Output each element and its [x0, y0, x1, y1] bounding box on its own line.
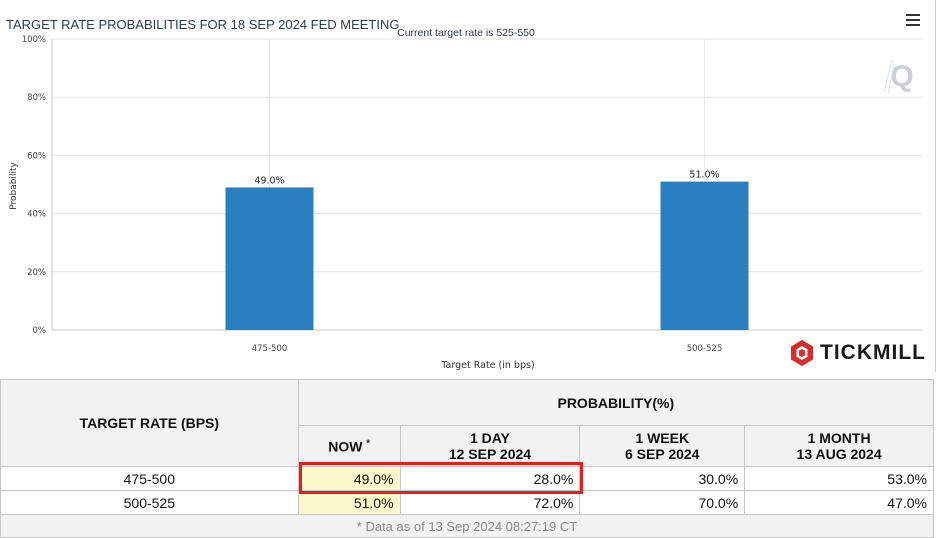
- col-header-1-month: 1 MONTH 13 AUG 2024: [744, 425, 934, 467]
- data-timestamp-footnote: * Data as of 13 Sep 2024 08:27:19 CT: [0, 514, 934, 538]
- tickmill-logo: TICKMILL: [790, 338, 926, 368]
- now-marker: *: [366, 437, 370, 448]
- col-header-1-week: 1 WEEK 6 SEP 2024: [579, 425, 746, 467]
- svg-text:Q: Q: [890, 60, 913, 93]
- bar-chart: TARGET RATE PROBABILITIES FOR 18 SEP 202…: [6, 17, 922, 371]
- value-cell-now: 51.0%: [297, 490, 401, 515]
- x-tick-label: 475-500: [252, 344, 288, 354]
- table-row: 500-525 51.0% 72.0% 70.0% 47.0%: [0, 490, 934, 515]
- x-tick-label: 500-525: [687, 344, 723, 354]
- value-cell-1-week: 30.0%: [579, 466, 746, 491]
- value-cell-1-month: 53.0%: [744, 466, 934, 491]
- bar-data-label: 51.0%: [689, 170, 719, 181]
- y-tick-label: 0%: [33, 326, 47, 336]
- bar: [225, 187, 314, 330]
- y-tick-label: 20%: [27, 268, 46, 278]
- y-tick-label: 100%: [22, 35, 46, 45]
- highlight-box: [299, 462, 583, 494]
- bar-data-label: 49.0%: [254, 175, 284, 186]
- rate-cell: 475-500: [0, 466, 299, 491]
- col-header-now: NOW *: [297, 425, 401, 467]
- tickmill-wordmark: TICKMILL: [820, 341, 926, 364]
- bar: [660, 181, 749, 330]
- y-axis-ticks: 0% 20% 40% 60% 80% 100%: [22, 35, 46, 336]
- y-axis-label: Probability: [9, 162, 19, 210]
- tickmill-hexagon-icon: [791, 340, 813, 366]
- x-axis-label: Target Rate (in bps): [440, 360, 534, 371]
- value-cell-1-day: 72.0%: [399, 490, 581, 515]
- rate-cell: 500-525: [0, 490, 299, 515]
- watermark-q-icon: Q: [883, 59, 914, 95]
- y-tick-label: 40%: [27, 210, 46, 220]
- bars: 49.0% 51.0%: [225, 170, 749, 330]
- value-cell-1-month: 47.0%: [744, 490, 934, 515]
- grid: [51, 38, 922, 331]
- probability-table: TARGET RATE (BPS) PROBABILITY(%) NOW * 1…: [0, 379, 935, 538]
- value-cell-1-week: 70.0%: [579, 490, 746, 515]
- probability-table-panel: TARGET RATE (BPS) PROBABILITY(%) NOW * 1…: [0, 379, 935, 538]
- chart-subtitle: Current target rate is 525-550: [397, 27, 535, 39]
- y-tick-label: 60%: [27, 151, 46, 161]
- hamburger-menu-icon[interactable]: [906, 14, 920, 26]
- target-rate-header: TARGET RATE (BPS): [0, 379, 299, 467]
- col-header-1-day: 1 DAY 12 SEP 2024: [399, 425, 581, 467]
- chart-title: TARGET RATE PROBABILITIES FOR 18 SEP 202…: [6, 17, 399, 32]
- chart-panel: TARGET RATE PROBABILITIES FOR 18 SEP 202…: [6, 0, 936, 372]
- x-axis-ticks: 475-500 500-525: [252, 344, 723, 354]
- y-tick-label: 80%: [27, 93, 46, 103]
- probability-header: PROBABILITY(%): [297, 379, 935, 426]
